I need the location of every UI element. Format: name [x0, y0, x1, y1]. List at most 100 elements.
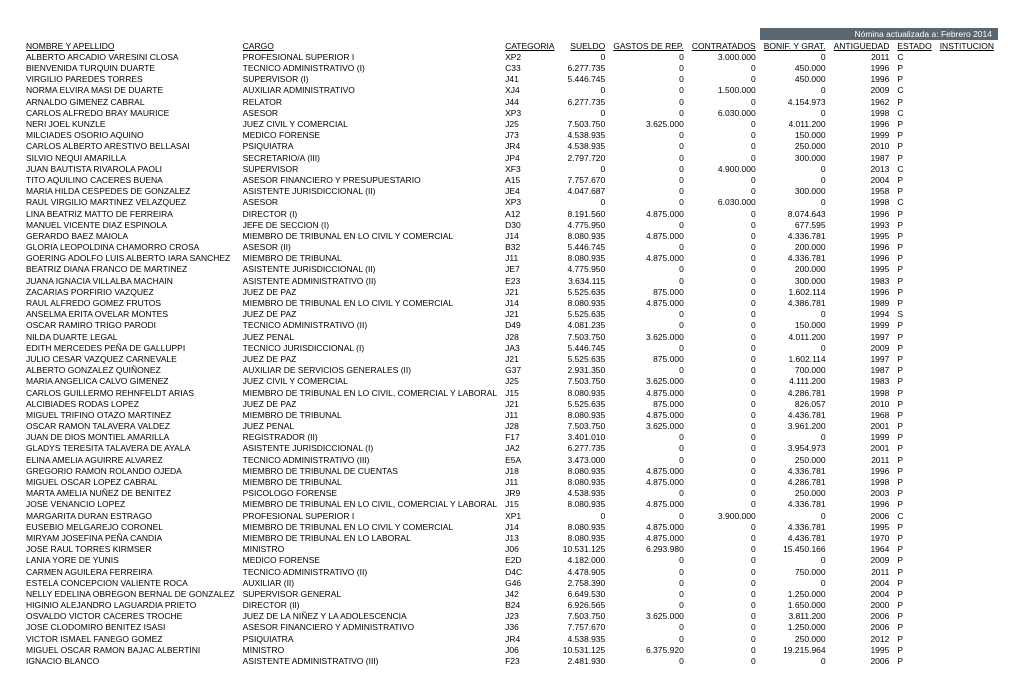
- cell: 0: [688, 465, 760, 476]
- cell: 2009: [830, 555, 894, 566]
- cell: J11: [501, 253, 558, 264]
- cell: P: [893, 454, 935, 465]
- cell: ALBERTO ARCADIO VARESINI CLOSA: [22, 51, 239, 62]
- cell: 0: [760, 197, 830, 208]
- cell: EUSEBIO MELGAREJO CORONEL: [22, 521, 239, 532]
- cell: [936, 398, 998, 409]
- cell: P: [893, 174, 935, 185]
- cell: CARLOS ALBERTO ARESTIVO BELLASAI: [22, 141, 239, 152]
- cell: JUAN BAUTISTA RIVAROLA PAOLI: [22, 163, 239, 174]
- cell: SUPERVISOR GENERAL: [239, 588, 501, 599]
- cell: 0: [609, 309, 688, 320]
- cell: [936, 51, 998, 62]
- col-header: BONIF. Y GRAT.: [760, 40, 830, 51]
- cell: [936, 353, 998, 364]
- cell: 0: [688, 219, 760, 230]
- cell: AUXILIAR ADMINISTRATIVO: [239, 85, 501, 96]
- cell: AUXILIAR DE SERVICIOS GENERALES (II): [239, 365, 501, 376]
- cell: MIEMBRO DE TRIBUNAL: [239, 477, 501, 488]
- cell: XJ4: [501, 85, 558, 96]
- cell: J41: [501, 74, 558, 85]
- cell: 0: [688, 644, 760, 655]
- cell: [936, 477, 998, 488]
- cell: J15: [501, 499, 558, 510]
- cell: 2000: [830, 600, 894, 611]
- cell: 0: [688, 298, 760, 309]
- cell: 5.525.635: [559, 398, 610, 409]
- cell: 0: [559, 85, 610, 96]
- cell: MIEMBRO DE TRIBUNAL EN LO CIVIL, COMERCI…: [239, 387, 501, 398]
- cell: GLADYS TERESITA TALAVERA DE AYALA: [22, 443, 239, 454]
- cell: C: [893, 197, 935, 208]
- cell: 3.954.973: [760, 443, 830, 454]
- cell: ASESOR (II): [239, 242, 501, 253]
- cell: 4.386.781: [760, 298, 830, 309]
- cell: 0: [609, 130, 688, 141]
- cell: C: [893, 510, 935, 521]
- cell: [936, 163, 998, 174]
- cell: A15: [501, 174, 558, 185]
- cell: 0: [688, 275, 760, 286]
- cell: P: [893, 219, 935, 230]
- cell: [936, 566, 998, 577]
- cell: P: [893, 74, 935, 85]
- cell: [936, 432, 998, 443]
- cell: MIEMBRO DE TRIBUNAL: [239, 409, 501, 420]
- table-row: JUAN DE DIOS MONTIEL AMARILLAREGISTRADOR…: [22, 432, 998, 443]
- cell: 10.531.125: [559, 544, 610, 555]
- cell: RELATOR: [239, 96, 501, 107]
- cell: 0: [688, 286, 760, 297]
- col-header: CARGO: [239, 40, 501, 51]
- cell: MINISTRO: [239, 644, 501, 655]
- cell: 2010: [830, 398, 894, 409]
- cell: 0: [688, 577, 760, 588]
- cell: 0: [688, 376, 760, 387]
- cell: PSIQUIATRA: [239, 633, 501, 644]
- cell: [936, 510, 998, 521]
- cell: 1.500.000: [688, 85, 760, 96]
- cell: [936, 253, 998, 264]
- cell: 1996: [830, 242, 894, 253]
- banner-prefix: Nómina actualizada a:: [854, 29, 938, 39]
- cell: 250.000: [760, 488, 830, 499]
- table-row: ESTELA CONCEPCION VALIENTE ROCAAUXILIAR …: [22, 577, 998, 588]
- cell: 0: [609, 342, 688, 353]
- cell: 1968: [830, 409, 894, 420]
- cell: JUEZ DE PAZ: [239, 286, 501, 297]
- cell: 3.634.115: [559, 275, 610, 286]
- cell: P: [893, 532, 935, 543]
- cell: [936, 107, 998, 118]
- cell: 2011: [830, 454, 894, 465]
- table-row: EDITH MERCEDES PEÑA DE GALLUPPITECNICO J…: [22, 342, 998, 353]
- cell: 1958: [830, 186, 894, 197]
- cell: 677.595: [760, 219, 830, 230]
- cell: AUXILIAR (II): [239, 577, 501, 588]
- cell: D49: [501, 320, 558, 331]
- cell: MARGARITA DURAN ESTRAGO: [22, 510, 239, 521]
- cell: 0: [688, 521, 760, 532]
- cell: P: [893, 242, 935, 253]
- cell: P: [893, 432, 935, 443]
- cell: P: [893, 275, 935, 286]
- cell: 0: [688, 96, 760, 107]
- cell: 4.538.935: [559, 488, 610, 499]
- cell: MIEMBRO DE TRIBUNAL EN LO CIVIL, COMERCI…: [239, 499, 501, 510]
- banner-row: Nómina actualizada a: Febrero 2014: [22, 28, 998, 40]
- cell: 0: [688, 488, 760, 499]
- cell: 0: [760, 510, 830, 521]
- cell: 1997: [830, 331, 894, 342]
- table-row: GLADYS TERESITA TALAVERA DE AYALAASISTEN…: [22, 443, 998, 454]
- cell: 0: [688, 432, 760, 443]
- cell: J18: [501, 465, 558, 476]
- cell: J23: [501, 611, 558, 622]
- cell: 1998: [830, 107, 894, 118]
- cell: ZACARIAS PORFIRIO VAZQUEZ: [22, 286, 239, 297]
- cell: 0: [760, 51, 830, 62]
- cell: J11: [501, 477, 558, 488]
- cell: 1.602.114: [760, 286, 830, 297]
- table-row: CARLOS ALFREDO BRAY MAURICEASESORXP3006.…: [22, 107, 998, 118]
- table-row: RAUL ALFREDO GOMEZ FRUTOSMIEMBRO DE TRIB…: [22, 298, 998, 309]
- cell: 1996: [830, 253, 894, 264]
- col-header: ESTADO: [893, 40, 935, 51]
- cell: JR4: [501, 141, 558, 152]
